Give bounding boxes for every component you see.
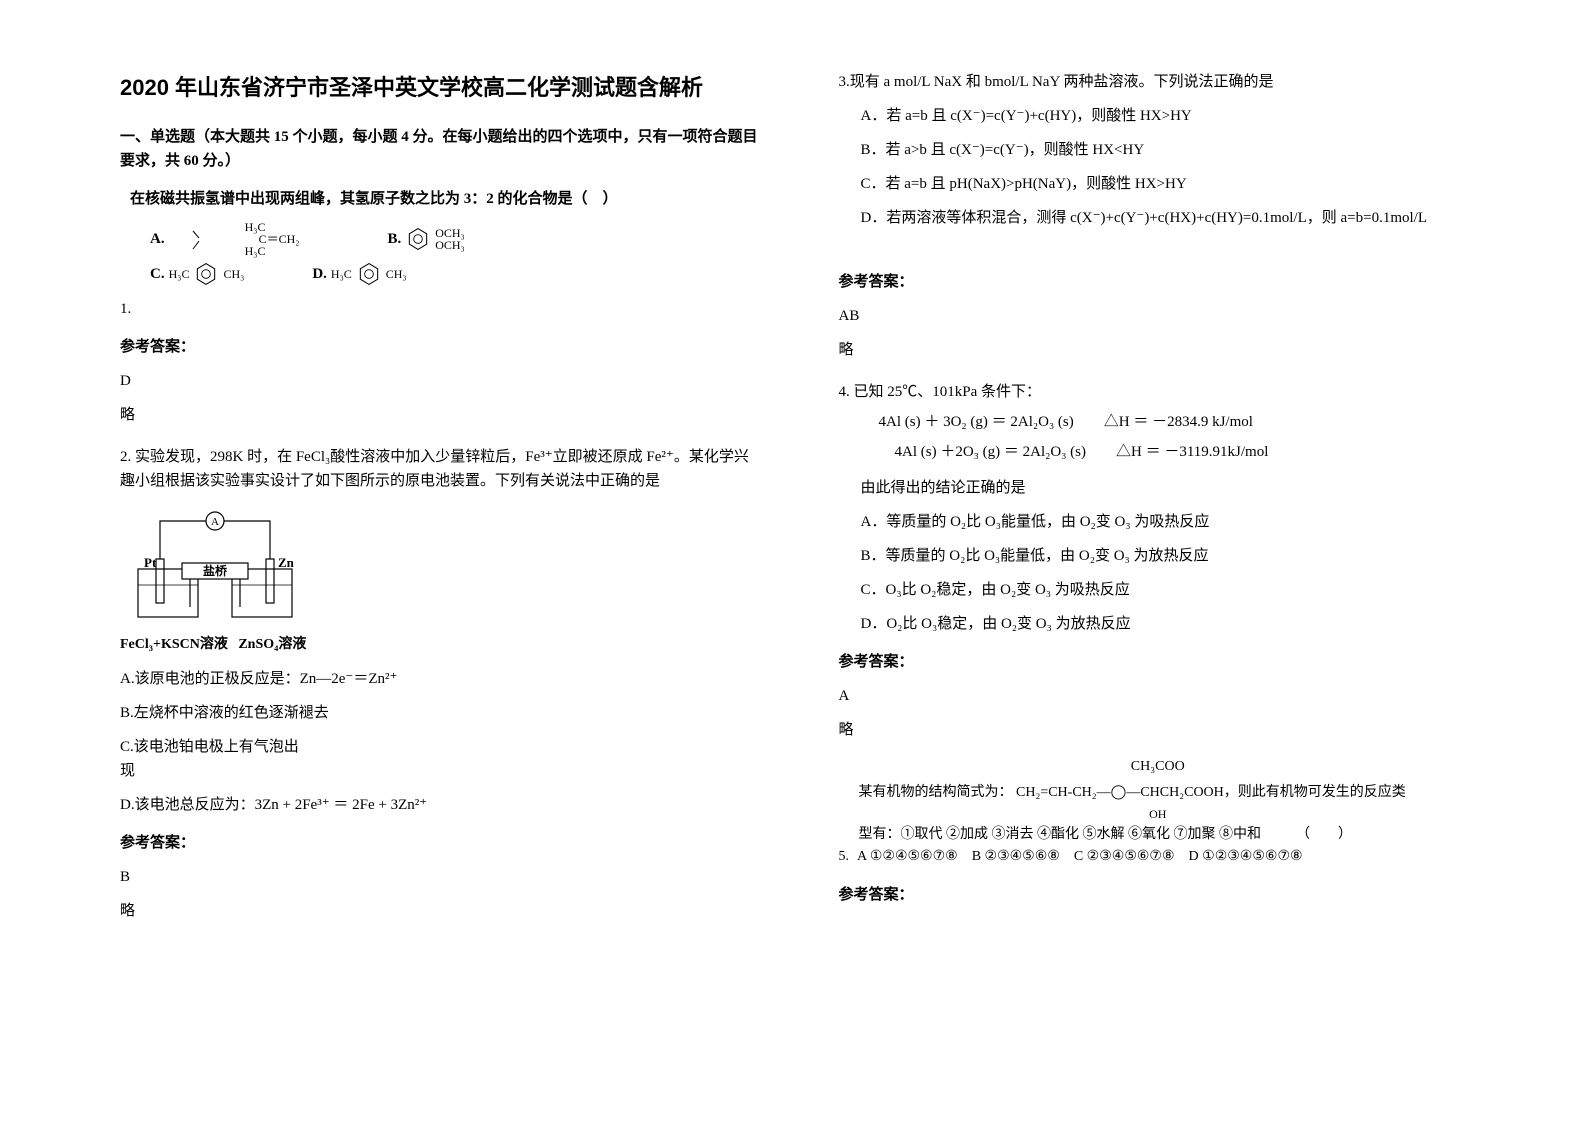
q1-option-a: A. H₃C C＝CH₂ H₃C <box>150 221 299 257</box>
q2-option-a: A.该原电池的正极反应是：Zn—2e⁻＝Zn²⁺ <box>120 667 759 691</box>
q5-answer-label: 参考答案： <box>839 883 1478 907</box>
q4-lead: 由此得出的结论正确的是 <box>861 476 1478 500</box>
page-title: 2020 年山东省济宁市圣泽中英文学校高二化学测试题含解析 <box>120 70 759 105</box>
q3-answer-label: 参考答案： <box>839 270 1478 294</box>
q1-answer: D <box>120 369 759 393</box>
q1-d-left: H₃C <box>331 265 352 284</box>
q1-option-d: D. H₃C CH₃ <box>312 261 406 287</box>
q4-option-c: C．O₃比 O₂稳定，由 O₂变 O₃ 为吸热反应 <box>861 578 1478 602</box>
q2-option-c-l1: C.该电池铂电极上有气泡出 <box>120 735 759 759</box>
q1-a-bot-txt: H₃C <box>245 244 266 258</box>
right-column: 3.现有 a mol/L NaX 和 bmol/L NaY 两种盐溶液。下列说法… <box>799 70 1498 1092</box>
q1-stem: 在核磁共振氢谱中出现两组峰，其氢原子数之比为 3：2 的化合物是（ ） <box>130 187 759 211</box>
benzene-ring-icon <box>356 261 382 287</box>
q1-number: 1. <box>120 297 759 321</box>
q1-c-label: C. <box>150 262 165 286</box>
q1-row-cd: C. H₃C CH₃ D. H₃C CH₃ <box>150 261 759 287</box>
q5-oh: OH <box>839 805 1478 824</box>
right-solution-label: ZnSO₄溶液 <box>238 637 306 652</box>
electrochemical-cell-icon: A 盐桥 Pt Zn <box>120 509 310 624</box>
q2-explain: 略 <box>120 899 759 923</box>
q1-row-ab: A. H₃C C＝CH₂ H₃C B. <box>150 221 759 257</box>
q3-option-b: B．若 a>b 且 c(X⁻)=c(Y⁻)，则酸性 HX<HY <box>861 138 1478 162</box>
q2-diagram: A 盐桥 Pt Zn FeCl₃+KSCN溶液 ZnSO₄溶液 <box>120 509 759 656</box>
benzene-ring-icon <box>405 226 431 252</box>
q1-b-label: B. <box>387 227 401 251</box>
q1-option-b: B. OCH₃ OCH₃ <box>387 226 464 252</box>
q2-text: 2. 实验发现，298K 时，在 FeCl₃酸性溶液中加入少量锌粒后，Fe³⁺立… <box>120 445 759 493</box>
pt-label: Pt <box>144 555 157 570</box>
q2-option-d: D.该电池总反应为：3Zn + 2Fe³⁺ ＝ 2Fe + 3Zn²⁺ <box>120 793 759 817</box>
q3-option-d: D．若两溶液等体积混合，测得 c(X⁻)+c(Y⁻)+c(HX)+c(HY)=0… <box>861 206 1478 230</box>
q1-option-c: C. H₃C CH₃ <box>150 261 244 287</box>
q5-line2: 型有：①取代 ②加成 ③消去 ④酯化 ⑤水解 ⑥氧化 ⑦加聚 ⑧中和 （ ） <box>859 824 1478 846</box>
q5-top-group: CH₃COO <box>839 756 1478 778</box>
q5-options: A ①②④⑤⑥⑦⑧ B ②③④⑤⑥⑧ C ②③④⑤⑥⑦⑧ D ①②③④⑤⑥⑦⑧ <box>857 846 1303 868</box>
q1-answer-label: 参考答案： <box>120 335 759 359</box>
q3-option-a: A．若 a=b 且 c(X⁻)=c(Y⁻)+c(HY)，则酸性 HX>HY <box>861 104 1478 128</box>
salt-bridge-label: 盐桥 <box>203 563 228 578</box>
q5-number: 5. <box>839 846 850 868</box>
q4-eq1: 4Al (s) ＋ 3O₂ (g) ＝ 2Al₂O₃ (s) △H ＝ －283… <box>879 410 1478 434</box>
q1-options: A. H₃C C＝CH₂ H₃C B. <box>150 221 759 287</box>
q5-block: CH₃COO 某有机物的结构简式为： CH₂=CH-CH₂—◯—CHCH₂COO… <box>839 756 1478 869</box>
q4-option-a: A．等质量的 O₂比 O₃能量低，由 O₂变 O₃ 为吸热反应 <box>861 510 1478 534</box>
q4-answer-label: 参考答案： <box>839 650 1478 674</box>
option-a-structure <box>169 221 241 257</box>
q1-c-left: H₃C <box>169 265 190 284</box>
section-1-header: 一、单选题（本大题共 15 个小题，每小题 4 分。在每小题给出的四个选项中，只… <box>120 125 759 173</box>
q3-option-c: C．若 a=b 且 pH(NaX)>pH(NaY)，则酸性 HX>HY <box>861 172 1478 196</box>
zn-label: Zn <box>278 555 295 570</box>
ammeter-label: A <box>211 516 219 528</box>
q4-text: 4. 已知 25℃、101kPa 条件下： <box>839 380 1478 404</box>
q1-b-bot-txt: OCH₃ <box>435 238 465 252</box>
q3-text: 3.现有 a mol/L NaX 和 bmol/L NaY 两种盐溶液。下列说法… <box>839 70 1478 94</box>
q4-option-b: B．等质量的 O₂比 O₃能量低，由 O₂变 O₃ 为放热反应 <box>861 544 1478 568</box>
q4-eq2: 4Al (s) ＋2O₃ (g) ＝ 2Al₂O₃ (s) △H ＝ －3119… <box>895 440 1478 464</box>
q1-explain: 略 <box>120 403 759 427</box>
q2-answer: B <box>120 865 759 889</box>
q5-struct-line: 某有机物的结构简式为： CH₂=CH-CH₂—◯—CHCH₂COOH，则此有机物… <box>859 782 1478 804</box>
q1-d-label: D. <box>312 262 327 286</box>
q2-answer-label: 参考答案： <box>120 831 759 855</box>
q5-struct-text: 某有机物的结构简式为： CH₂=CH-CH₂—◯—CHCH₂COOH，则此有机物… <box>859 785 1406 800</box>
q2-option-b: B.左烧杯中溶液的红色逐渐褪去 <box>120 701 759 725</box>
q1-d-right: CH₃ <box>386 265 407 284</box>
q3-explain: 略 <box>839 338 1478 362</box>
q1-c-right: CH₃ <box>223 265 244 284</box>
q3-answer: AB <box>839 304 1478 328</box>
q4-answer: A <box>839 684 1478 708</box>
benzene-ring-icon <box>193 261 219 287</box>
q1-a-label: A. <box>150 227 165 251</box>
q2-option-c-l2: 现 <box>120 759 759 783</box>
q2-diagram-caption: FeCl₃+KSCN溶液 ZnSO₄溶液 <box>120 634 759 656</box>
left-solution-label: FeCl₃+KSCN溶液 <box>120 637 228 652</box>
q4-option-d: D．O₂比 O₃稳定，由 O₂变 O₃ 为放热反应 <box>861 612 1478 636</box>
left-column: 2020 年山东省济宁市圣泽中英文学校高二化学测试题含解析 一、单选题（本大题共… <box>100 70 799 1092</box>
q4-explain: 略 <box>839 718 1478 742</box>
